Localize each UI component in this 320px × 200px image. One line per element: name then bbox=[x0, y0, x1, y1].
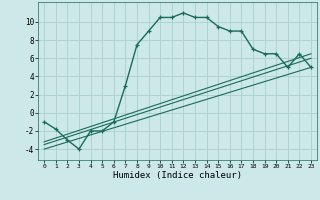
X-axis label: Humidex (Indice chaleur): Humidex (Indice chaleur) bbox=[113, 171, 242, 180]
